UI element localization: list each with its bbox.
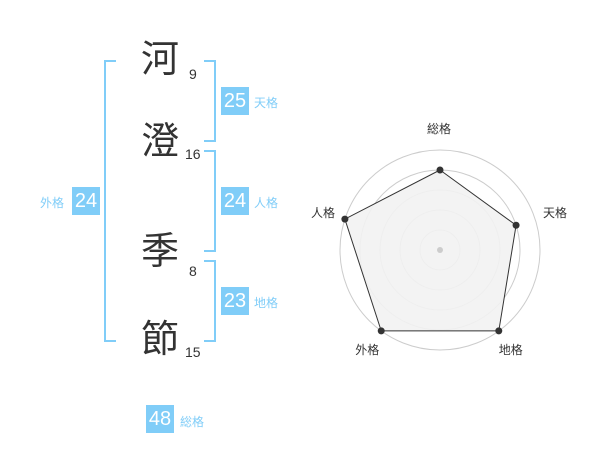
radar-axis-label: 人格 <box>310 206 335 221</box>
radar-point <box>436 166 444 174</box>
radar-grid-ring <box>339 149 541 351</box>
soukaku-value: 48 <box>146 405 174 433</box>
radar-axis-label: 総格 <box>427 122 452 136</box>
radar-point <box>512 221 520 229</box>
stroke-count-4: 15 <box>185 344 201 360</box>
gaikaku-bracket <box>104 60 116 342</box>
radar-point <box>341 215 349 223</box>
name-character-3: 季 <box>140 231 179 273</box>
radar-axis-label: 地格 <box>498 342 523 357</box>
jinkaku-bracket <box>204 150 216 252</box>
name-character-2: 澄 <box>140 121 179 163</box>
chikaku-label: 地格 <box>254 296 279 310</box>
radar-area <box>344 169 517 332</box>
jinkaku-value: 24 <box>221 187 249 215</box>
radar-point <box>495 327 503 335</box>
soukaku-label: 総格 <box>180 415 205 429</box>
name-character-4: 節 <box>140 319 179 361</box>
tenkaku-label: 天格 <box>254 96 279 110</box>
radar-point <box>377 327 385 335</box>
stroke-count-3: 8 <box>189 263 197 279</box>
radar-center <box>437 247 443 253</box>
chikaku-value: 23 <box>221 287 249 315</box>
stroke-count-2: 16 <box>185 146 201 162</box>
gaikaku-label: 外格 <box>40 196 65 210</box>
stroke-count-1: 9 <box>189 66 197 82</box>
tenkaku-value: 25 <box>221 87 249 115</box>
chikaku-bracket <box>204 260 216 342</box>
name-character-1: 河 <box>140 39 179 81</box>
radar-axis-label: 天格 <box>543 206 568 221</box>
gaikaku-value: 24 <box>72 187 100 215</box>
tenkaku-bracket <box>204 60 216 142</box>
radar-axis-label: 外格 <box>355 342 380 357</box>
jinkaku-label: 人格 <box>254 196 279 210</box>
